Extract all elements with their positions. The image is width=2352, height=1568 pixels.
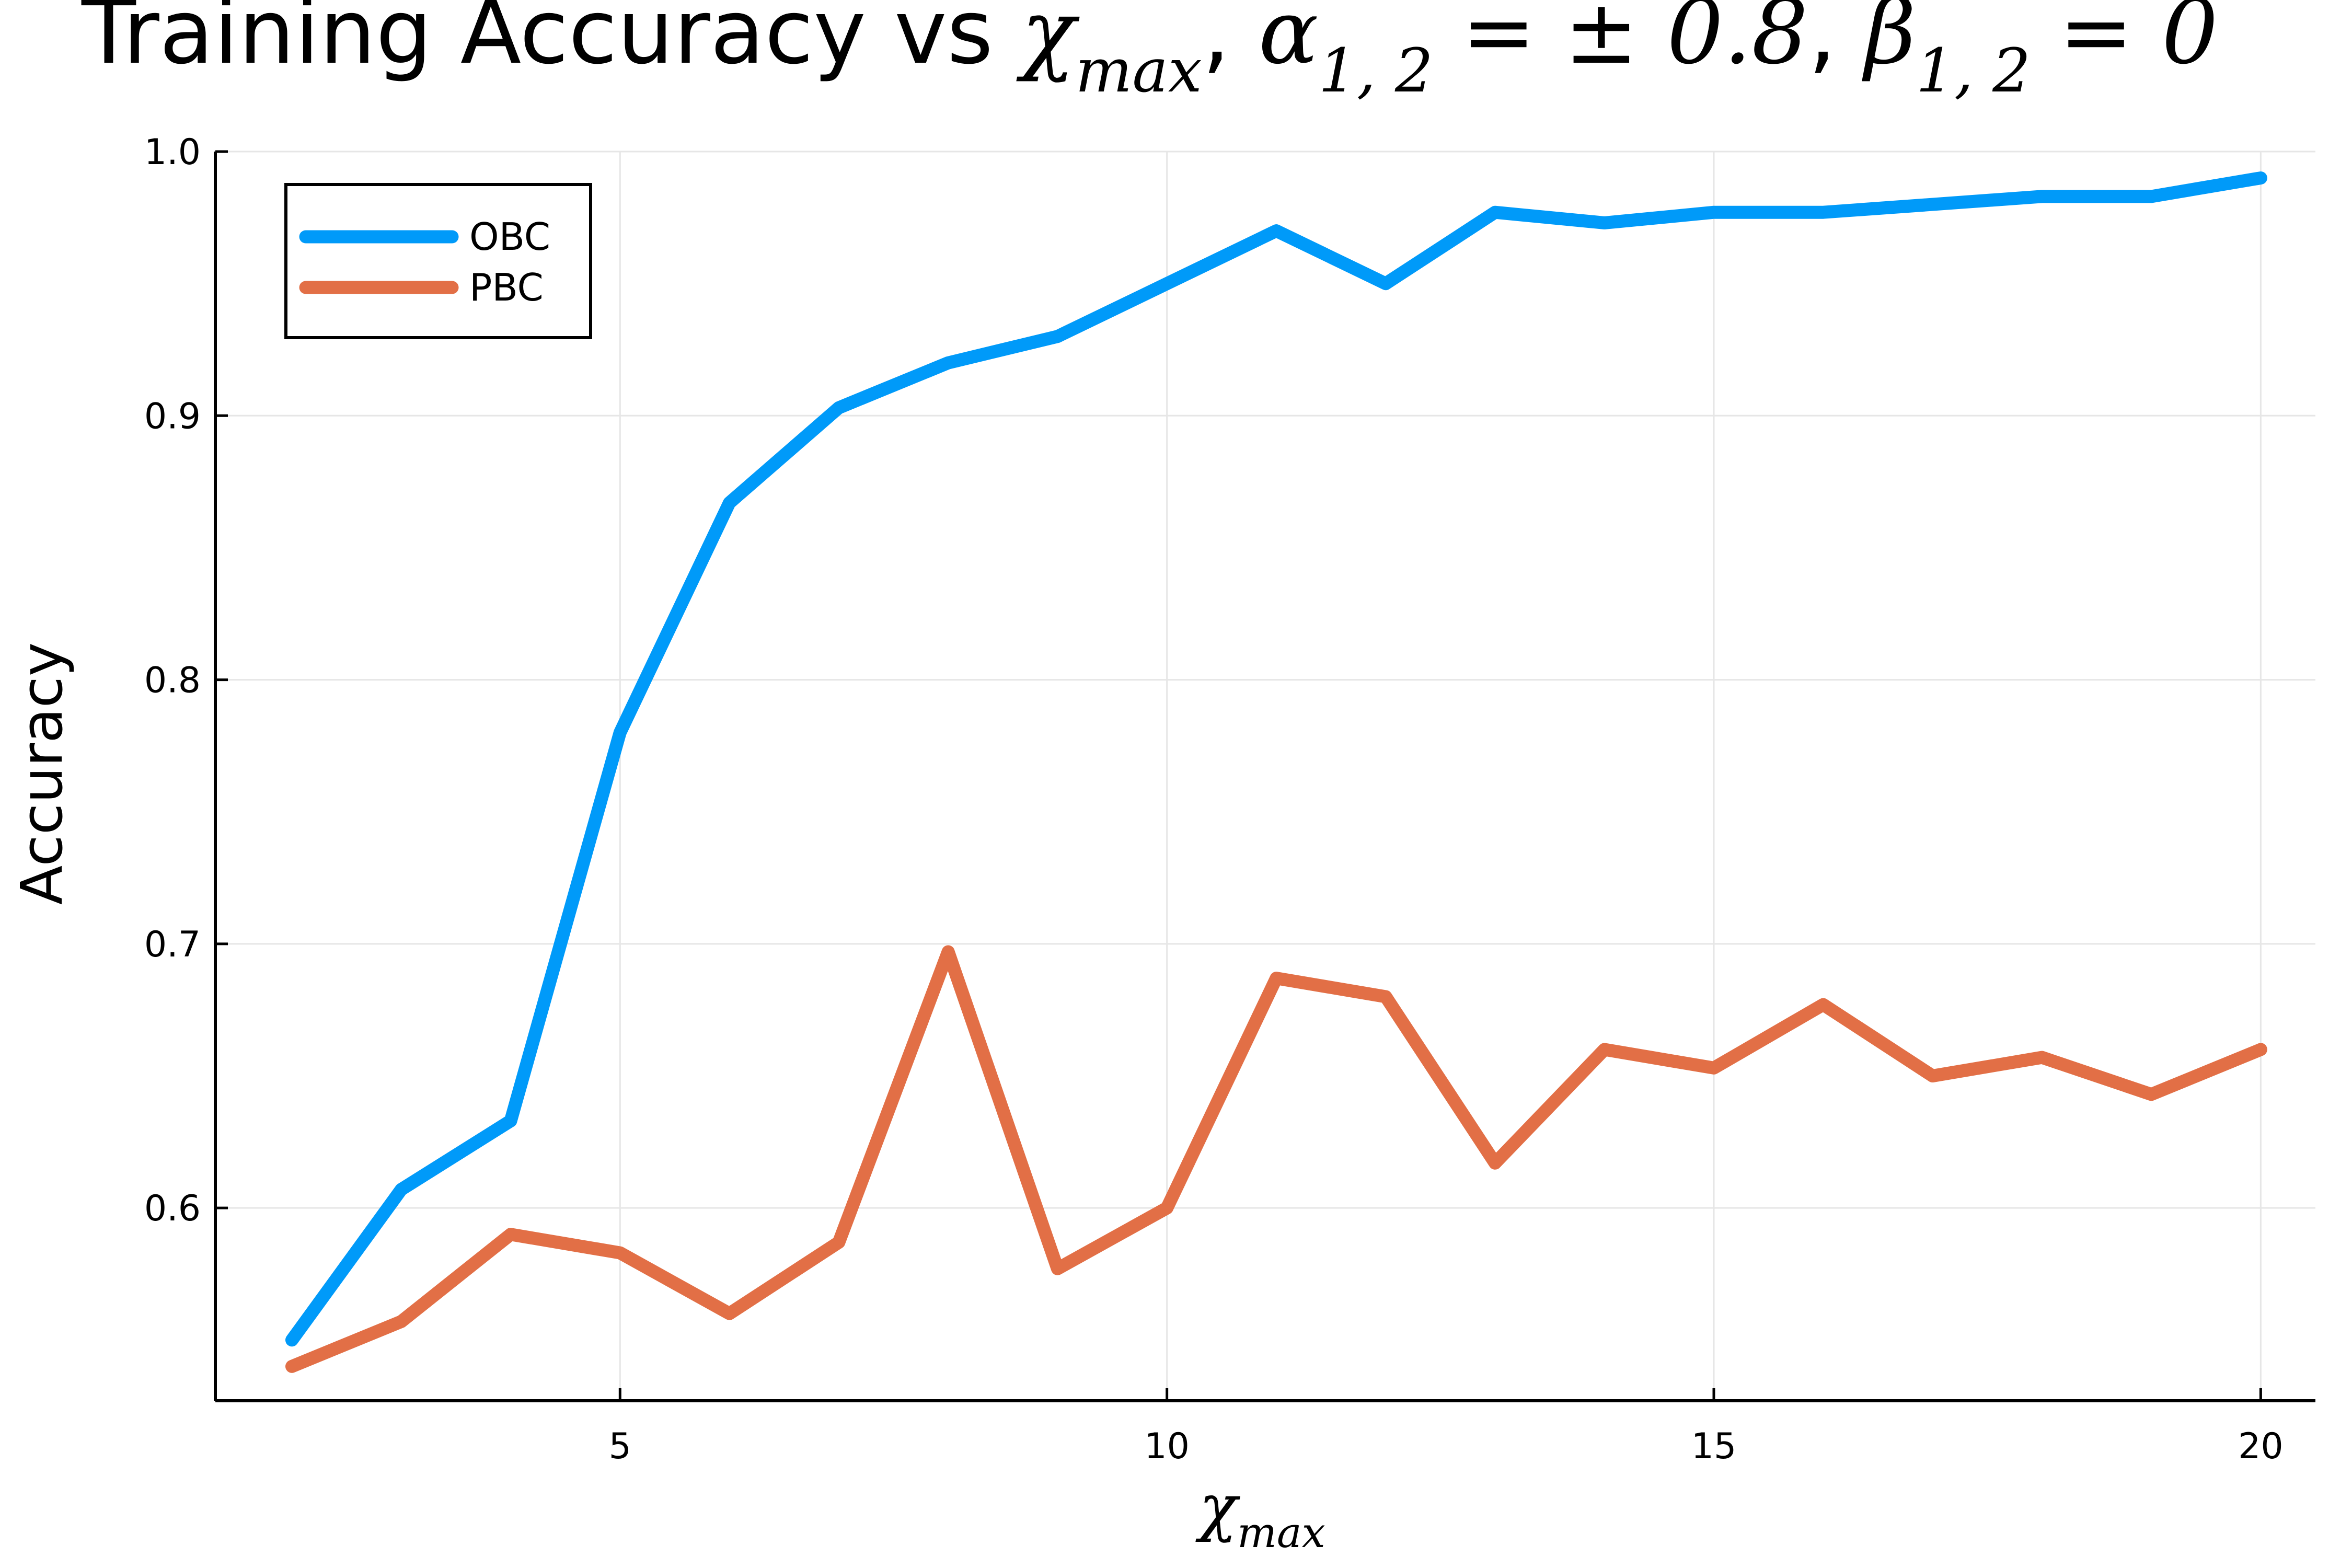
legend-label-pbc: PBC: [469, 266, 544, 309]
legend-box: [284, 183, 592, 339]
y-axis-label: Accuracy: [8, 642, 75, 905]
x-tick-label: 15: [1691, 1426, 1737, 1467]
chart-title: Training Accuracy vs χmax, α1, 2 = ± 0.8…: [81, 0, 2218, 106]
series-line-obc: [285, 171, 2267, 1347]
tick-labels: 5 10 15 20 0.6 0.7 0.8 0.9 1.0: [144, 132, 2284, 1467]
y-tick-label: 1.0: [144, 132, 201, 173]
x-tick-label: 10: [1144, 1426, 1190, 1467]
y-tick-label: 0.8: [144, 660, 201, 701]
x-axis-label: χmax: [1195, 1471, 1325, 1557]
legend-label-obc: OBC: [469, 215, 550, 259]
x-tick-label: 5: [609, 1426, 631, 1467]
series-line-pbc: [285, 945, 2267, 1373]
axes: [214, 150, 2315, 1402]
legend: OBC PBC: [284, 183, 592, 339]
x-tick-label: 20: [2238, 1426, 2284, 1467]
y-tick-label: 0.6: [144, 1188, 201, 1229]
series-lines: [285, 171, 2267, 1373]
y-tick-label: 0.9: [144, 396, 201, 437]
y-tick-label: 0.7: [144, 924, 201, 965]
